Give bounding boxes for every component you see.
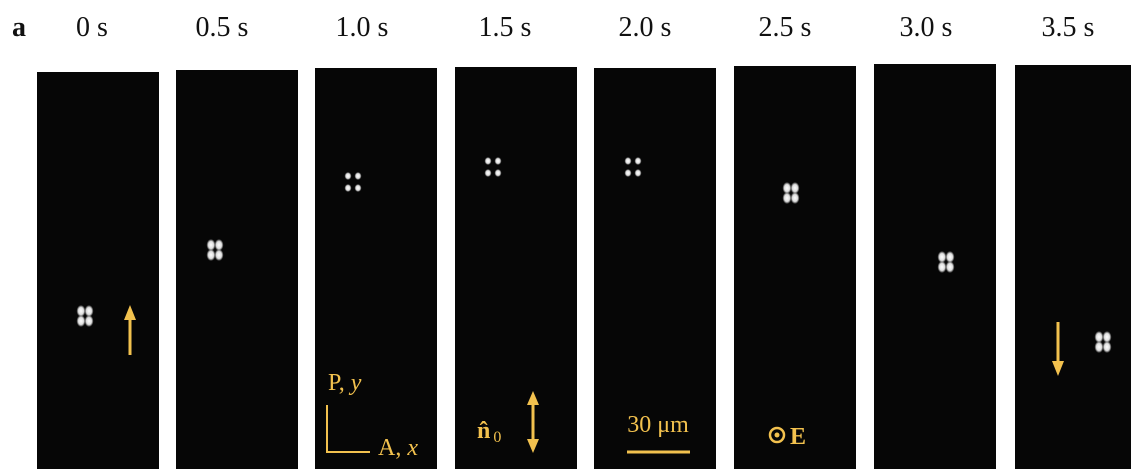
arrow-head [527,391,539,405]
time-label: 3.0 s [866,12,986,44]
defect-lobe [1095,341,1104,353]
time-label: 1.0 s [302,12,422,44]
defect-lobe [495,157,502,165]
defect-lobe [355,172,362,180]
overlay: P, y A, x n̂0 30 μm E [0,0,1131,469]
polarizer-label: P, y [328,370,362,396]
defect-lobe [946,261,955,273]
defect-lobe [355,184,362,192]
defect-lobe [215,249,224,261]
defect-lobe [207,249,216,261]
defect-lobe [345,172,352,180]
defect-lobe [625,169,632,177]
defect-lobe [635,157,642,165]
defect-lobe [635,169,642,177]
defect-lobe [1103,341,1112,353]
defect-lobe [495,169,502,177]
figure: a P, y A, x n̂0 30 μm E 0 s0.5 s1.0 s1.5… [0,0,1131,469]
scale-label: 30 μm [627,412,689,438]
time-label: 2.5 s [725,12,845,44]
time-label: 1.5 s [445,12,565,44]
arrow-head [1052,361,1064,376]
analyzer: A, [378,435,401,461]
field-dot [775,433,780,438]
annotations [124,305,1064,453]
defect-lobe [77,315,86,327]
defect-lobe [345,184,352,192]
director: n̂ [477,418,490,444]
defect-lobe [938,261,947,273]
defect-lobe [485,157,492,165]
polarizer: P, [328,370,345,396]
time-label: 0 s [32,12,152,44]
defects [77,157,1112,353]
defect-lobe [85,315,94,327]
director-subscript: 0 [493,429,501,446]
time-label: 2.0 s [585,12,705,44]
arrow-head [527,439,539,453]
analyzer-axis: x [406,435,418,461]
defect-lobe [783,192,792,204]
time-label: 3.5 s [1008,12,1128,44]
defect-lobe [485,169,492,177]
time-label: 0.5 s [162,12,282,44]
analyzer-label: A, x [378,435,418,461]
defect-lobe [791,192,800,204]
polarizer-axis: y [349,370,362,396]
axes-indicator [327,405,370,452]
arrow-head [124,305,136,320]
defect-lobe [625,157,632,165]
director-label: n̂0 [477,418,501,446]
field-label: E [790,424,806,450]
